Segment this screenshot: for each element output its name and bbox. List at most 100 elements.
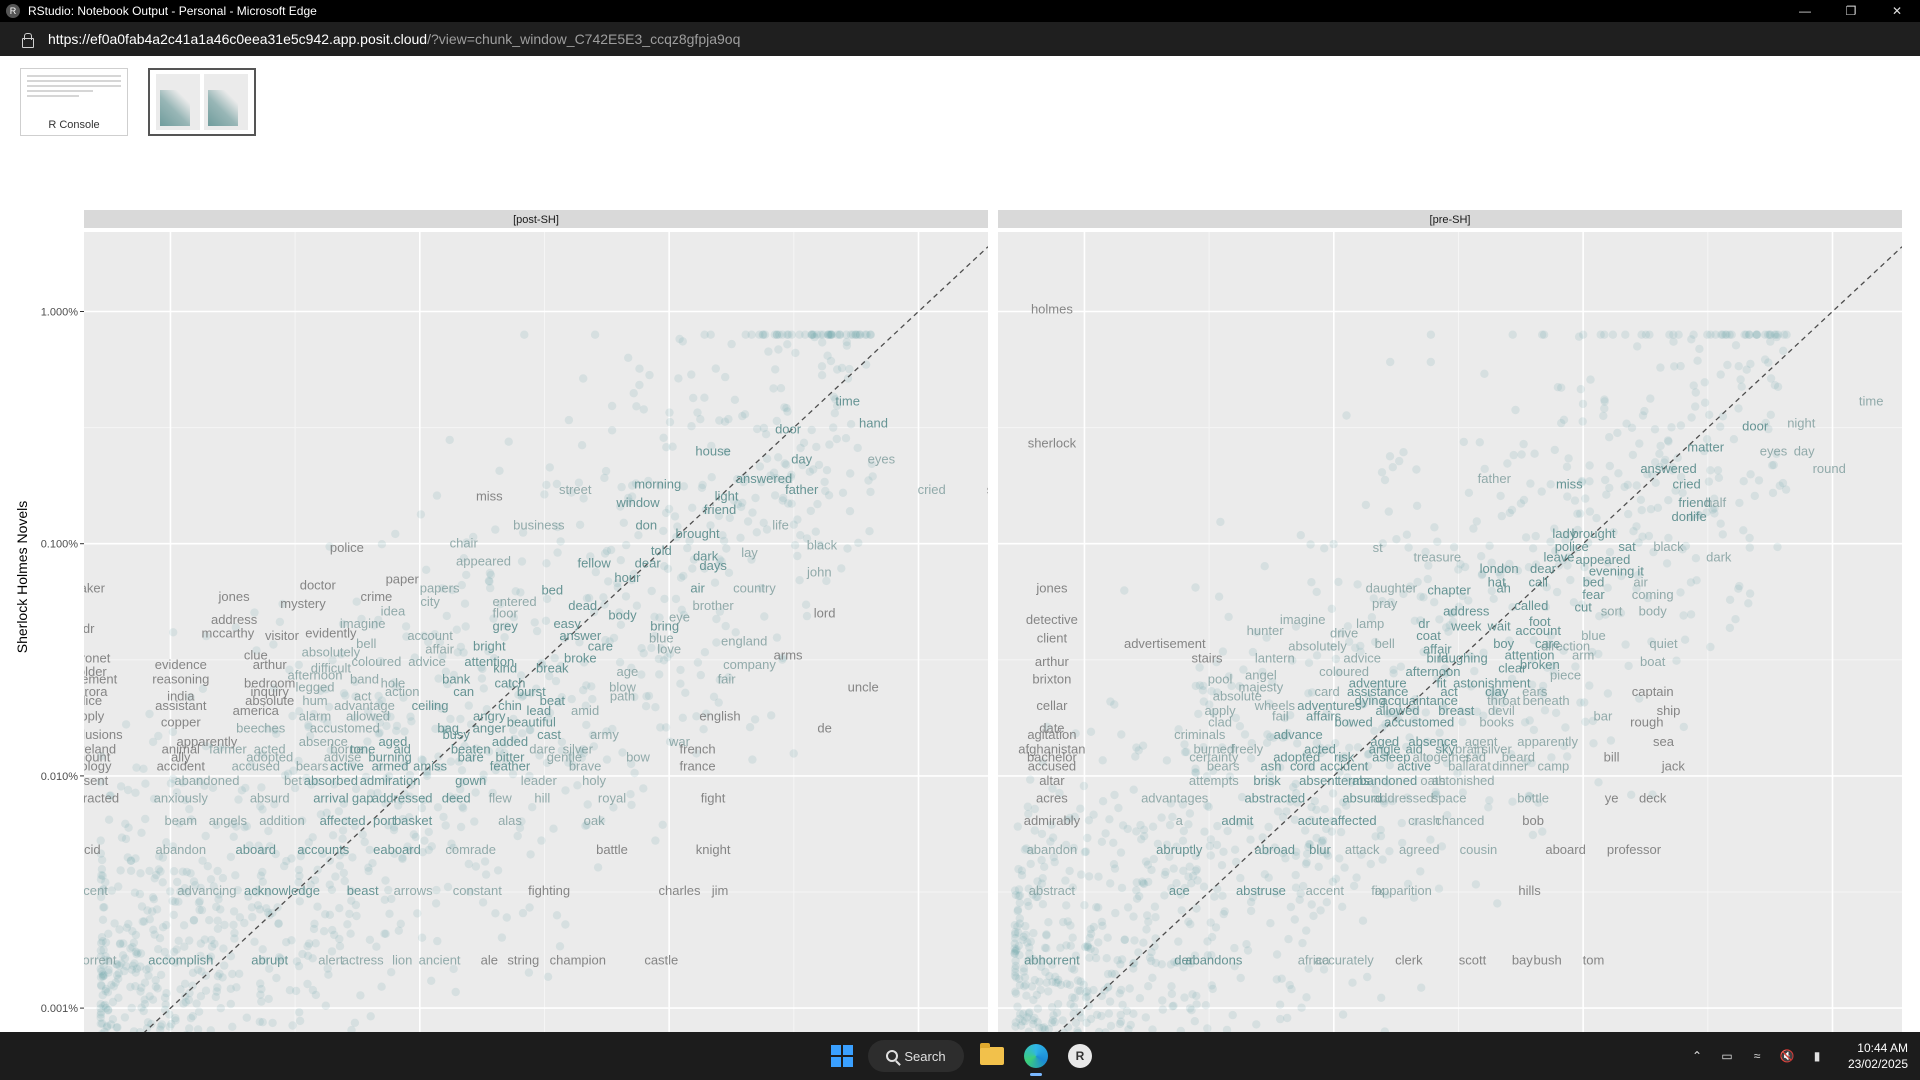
data-point [294,660,303,670]
data-point [1651,458,1660,467]
volume-muted-icon[interactable]: 🔇 [1779,1049,1795,1063]
word-label: angle [1369,741,1401,756]
thumbnail-r-console[interactable]: R Console [20,68,128,136]
data-point [715,675,724,684]
data-point [1539,330,1549,339]
data-point [1148,822,1158,831]
data-point [1670,362,1679,371]
word-label: gentle [547,750,582,765]
data-point [464,701,473,710]
data-point [1507,674,1517,683]
data-point [1055,788,1064,798]
url-host[interactable]: https://ef0a0fab4a2c41a1a46c0eea31e5c942… [48,31,428,47]
data-point [410,653,419,662]
word-label: call [1528,575,1548,590]
data-point [351,692,360,701]
data-point [1416,616,1425,625]
data-point [228,1022,237,1031]
thumbnail-plot[interactable] [148,68,256,136]
display-icon[interactable]: ▭ [1721,1049,1733,1063]
data-point [96,1004,105,1013]
windows-start-icon[interactable] [826,1040,858,1072]
data-point [1633,342,1642,351]
restore-icon[interactable]: ❐ [1845,4,1857,18]
data-point [1687,335,1696,344]
data-point [171,1016,180,1025]
data-point [1070,993,1079,1003]
data-point [1010,886,1020,895]
word-label: certainty [1189,750,1239,765]
address-bar[interactable]: https://ef0a0fab4a2c41a1a46c0eea31e5c942… [0,22,1920,56]
word-label: adventure [1349,676,1407,691]
data-point [97,981,106,991]
data-point [1184,872,1193,881]
data-point [552,911,562,920]
data-point [234,795,243,804]
word-label: abandons [1185,953,1243,968]
data-point [537,836,546,845]
close-icon[interactable]: ✕ [1891,4,1903,18]
edge-icon[interactable] [1020,1040,1052,1076]
data-point [520,330,529,339]
rstudio-taskbar-icon[interactable]: R [1064,1040,1096,1072]
clock[interactable]: 10:44 AM 23/02/2025 [1848,1040,1908,1072]
file-explorer-icon[interactable] [976,1040,1008,1072]
data-point [132,964,142,973]
word-label: reasoning [152,672,209,687]
wifi-icon[interactable]: ≈ [1753,1049,1761,1063]
data-point [200,935,209,944]
data-point [745,723,755,732]
data-point [215,969,224,978]
data-point [1151,958,1161,968]
data-point [1083,986,1092,996]
data-point [780,459,789,468]
word-label: deed [442,790,471,805]
data-point [1230,962,1239,971]
lock-icon[interactable] [20,32,34,48]
data-point [99,885,108,894]
data-point [396,919,405,928]
data-point [1725,330,1734,339]
data-point [1770,330,1779,339]
word-label: eyes [1760,443,1788,458]
data-point [1421,547,1430,557]
data-point [213,916,222,925]
data-point [1029,954,1039,964]
data-point [1377,724,1387,733]
data-point [1416,592,1425,601]
data-point [104,929,113,938]
data-point [1638,532,1647,541]
data-point [1107,969,1117,978]
y-axis-label: Sherlock Holmes Novels [14,501,30,654]
word-label: jack [1661,758,1686,773]
battery-icon[interactable]: ▮ [1813,1049,1821,1063]
data-point [121,720,131,729]
word-label: absence [299,734,348,749]
data-point [1370,726,1379,736]
data-point [1606,736,1616,745]
data-point [173,877,182,887]
data-point [1469,524,1478,533]
chevron-up-icon[interactable]: ⌃ [1691,1049,1703,1063]
data-point [778,330,787,339]
data-point [135,1028,145,1032]
minimize-icon[interactable]: — [1799,4,1811,18]
data-point [553,522,562,532]
data-point [1529,725,1539,735]
data-point [376,762,385,772]
data-point [1260,870,1270,879]
word-label: battle [596,842,628,857]
word-label: flew [489,790,513,805]
url-path[interactable]: /?view=chunk_window_C742E5E3_ccqz8gfpja9… [427,31,741,47]
data-point [1410,715,1419,724]
data-point [1663,436,1673,445]
data-point [130,959,139,968]
chart-svg: Sherlock Holmes Novels [post-SH]0.001%0.… [14,210,1902,1032]
word-label: royal [598,790,626,805]
data-point [178,867,187,876]
data-point [1673,453,1682,462]
taskbar-search-button[interactable]: Search [868,1040,964,1072]
word-label: absurd [1342,790,1382,805]
data-point [1109,838,1118,847]
data-point [1459,437,1469,447]
